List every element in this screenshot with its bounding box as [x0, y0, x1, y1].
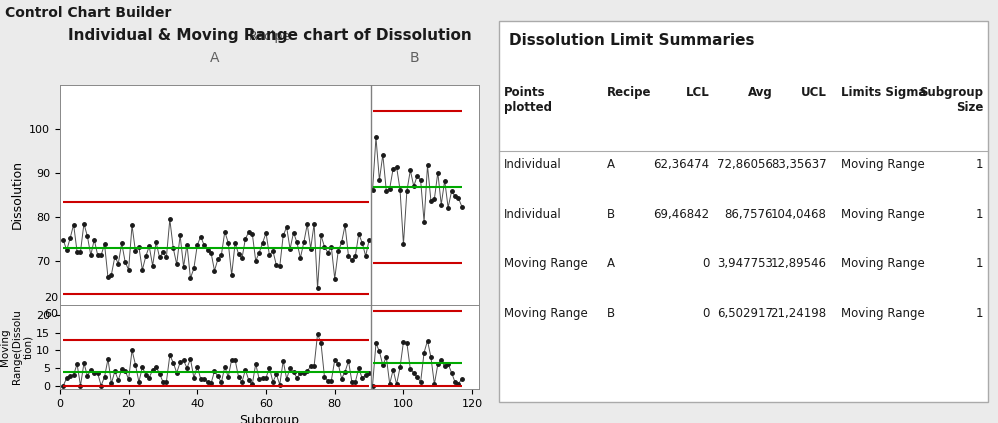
Text: Moving Range: Moving Range — [504, 307, 588, 320]
Text: A: A — [607, 158, 615, 171]
Text: 72,86056: 72,86056 — [717, 158, 772, 171]
Text: Moving Range: Moving Range — [841, 307, 925, 320]
Text: 0: 0 — [702, 307, 710, 320]
Text: 1: 1 — [976, 158, 983, 171]
Text: 104,0468: 104,0468 — [770, 208, 826, 221]
Y-axis label: Dissolution: Dissolution — [11, 160, 24, 229]
Text: UCL: UCL — [800, 86, 826, 99]
Text: 83,35637: 83,35637 — [771, 158, 826, 171]
Text: Control Chart Builder: Control Chart Builder — [5, 6, 172, 20]
Text: 69,46842: 69,46842 — [653, 208, 710, 221]
Text: Limits Sigma: Limits Sigma — [841, 86, 927, 99]
Text: 1: 1 — [976, 208, 983, 221]
Text: A: A — [607, 257, 615, 270]
Text: Moving Range: Moving Range — [841, 158, 925, 171]
Title: Individual & Moving Range chart of Dissolution: Individual & Moving Range chart of Disso… — [68, 28, 471, 43]
Text: Moving Range: Moving Range — [841, 208, 925, 221]
Text: Avg: Avg — [748, 86, 772, 99]
Text: LCL: LCL — [686, 86, 710, 99]
Text: Moving Range: Moving Range — [841, 257, 925, 270]
Text: 6,502917: 6,502917 — [717, 307, 772, 320]
Text: Individual: Individual — [504, 158, 562, 171]
Text: Recipe: Recipe — [249, 30, 290, 43]
Text: Subgroup
Size: Subgroup Size — [919, 86, 983, 114]
Text: A: A — [211, 51, 220, 65]
Text: B: B — [607, 208, 615, 221]
Text: 0: 0 — [702, 257, 710, 270]
Text: Recipe: Recipe — [607, 86, 651, 99]
Y-axis label: Moving
Range(Dissolu
tion): Moving Range(Dissolu tion) — [0, 309, 33, 385]
Text: B: B — [409, 51, 419, 65]
Text: 1: 1 — [976, 307, 983, 320]
FancyBboxPatch shape — [499, 21, 988, 402]
Text: Individual: Individual — [504, 208, 562, 221]
Text: 62,36474: 62,36474 — [653, 158, 710, 171]
Text: Points
plotted: Points plotted — [504, 86, 552, 114]
Text: 1: 1 — [976, 257, 983, 270]
Text: Dissolution Limit Summaries: Dissolution Limit Summaries — [509, 33, 754, 47]
Text: 21,24198: 21,24198 — [770, 307, 826, 320]
Text: 12,89546: 12,89546 — [770, 257, 826, 270]
Text: 3,947753: 3,947753 — [717, 257, 772, 270]
Text: 20: 20 — [44, 293, 58, 303]
Text: Moving Range: Moving Range — [504, 257, 588, 270]
Text: 86,7576: 86,7576 — [725, 208, 772, 221]
Text: 60: 60 — [44, 308, 58, 319]
X-axis label: Subgroup: Subgroup — [240, 415, 299, 423]
Text: B: B — [607, 307, 615, 320]
